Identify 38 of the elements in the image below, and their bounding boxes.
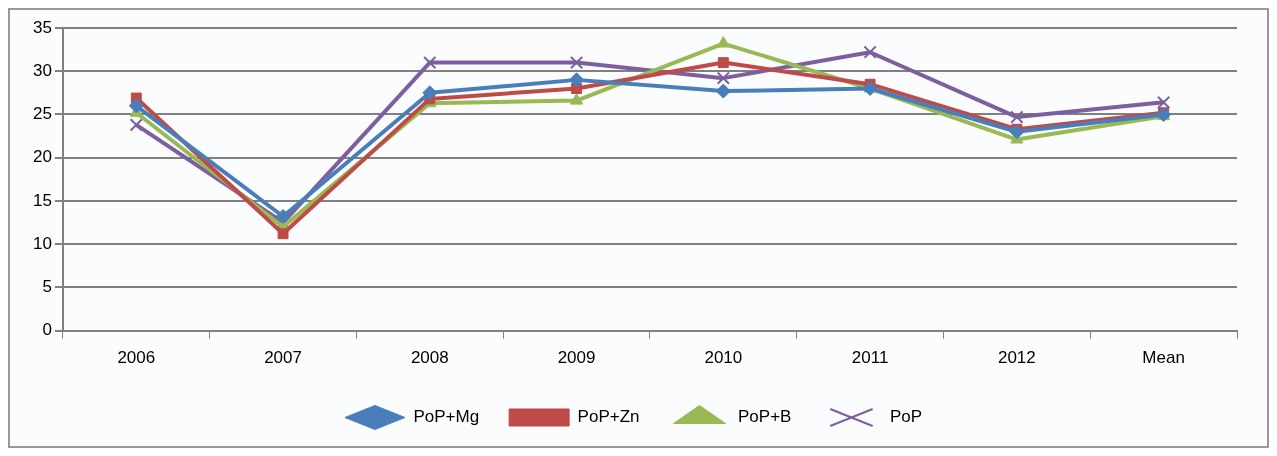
point bbox=[129, 118, 143, 132]
x-tick-label: 2011 bbox=[851, 348, 889, 368]
y-tick-label: 5 bbox=[42, 277, 52, 297]
x-tick-label: 2012 bbox=[997, 348, 1036, 368]
x-tick-label: 2006 bbox=[117, 348, 156, 368]
point bbox=[570, 93, 584, 105]
y-tick-label: 35 bbox=[32, 17, 52, 37]
point bbox=[1156, 95, 1171, 110]
y-tick-label: 25 bbox=[32, 104, 52, 124]
legend-label: PoP+Mg bbox=[413, 407, 480, 427]
x-tick-label: 2009 bbox=[557, 348, 596, 368]
legend-label: PoP+B bbox=[738, 407, 792, 427]
point bbox=[716, 71, 730, 85]
point bbox=[717, 57, 729, 69]
legend-label: PoP bbox=[889, 407, 923, 427]
point bbox=[275, 208, 291, 224]
point bbox=[128, 98, 144, 114]
point bbox=[569, 72, 585, 88]
point bbox=[423, 55, 437, 70]
point bbox=[715, 83, 731, 99]
point bbox=[716, 36, 730, 48]
x-tick-label: 2008 bbox=[410, 348, 449, 368]
legend-label: PoP+Zn bbox=[577, 407, 640, 427]
point bbox=[862, 81, 878, 97]
point bbox=[1009, 124, 1025, 140]
x-tick-label: 2010 bbox=[704, 348, 743, 368]
y-tick-label: 0 bbox=[42, 320, 52, 340]
point bbox=[863, 45, 877, 59]
point bbox=[1010, 110, 1024, 124]
point bbox=[569, 55, 584, 70]
y-tick-label: 15 bbox=[32, 190, 52, 210]
x-tick-label: Mean bbox=[1142, 348, 1185, 368]
y-tick-label: 30 bbox=[32, 60, 52, 80]
point bbox=[422, 85, 438, 101]
y-tick-label: 10 bbox=[32, 233, 52, 253]
y-tick-label: 20 bbox=[32, 147, 52, 167]
x-tick-label: 2007 bbox=[264, 348, 302, 368]
point bbox=[277, 228, 289, 240]
